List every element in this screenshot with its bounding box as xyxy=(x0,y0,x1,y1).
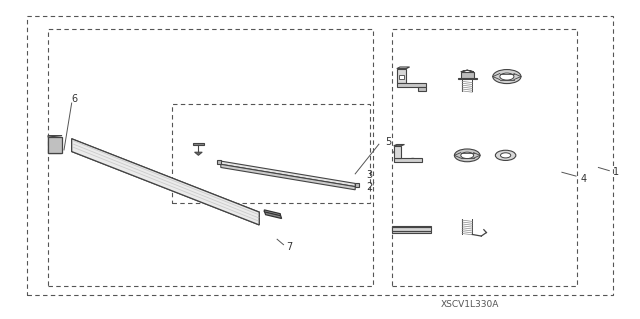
Polygon shape xyxy=(221,161,355,187)
Circle shape xyxy=(410,158,416,161)
Bar xyxy=(392,29,577,286)
Text: 6: 6 xyxy=(72,94,78,104)
Polygon shape xyxy=(264,210,280,216)
Circle shape xyxy=(419,227,426,231)
Polygon shape xyxy=(193,143,204,145)
Text: XSCV1L330A: XSCV1L330A xyxy=(441,300,500,309)
Polygon shape xyxy=(217,160,221,164)
Text: 7: 7 xyxy=(286,242,292,252)
Text: 5: 5 xyxy=(385,137,392,147)
Polygon shape xyxy=(394,145,404,146)
Polygon shape xyxy=(397,69,406,83)
Polygon shape xyxy=(461,72,474,78)
Text: 4: 4 xyxy=(580,174,587,184)
Polygon shape xyxy=(48,136,62,137)
Polygon shape xyxy=(458,78,477,79)
Text: 1: 1 xyxy=(613,167,620,177)
Polygon shape xyxy=(48,137,61,153)
Polygon shape xyxy=(461,70,474,72)
Circle shape xyxy=(500,153,511,158)
Circle shape xyxy=(461,152,474,159)
Polygon shape xyxy=(392,226,431,227)
Polygon shape xyxy=(418,87,426,91)
Circle shape xyxy=(394,150,401,154)
Circle shape xyxy=(493,70,521,84)
Polygon shape xyxy=(397,67,410,69)
Polygon shape xyxy=(355,183,359,187)
Polygon shape xyxy=(399,75,404,79)
Circle shape xyxy=(495,150,516,160)
Polygon shape xyxy=(394,146,401,158)
Text: 2: 2 xyxy=(366,182,372,192)
Polygon shape xyxy=(392,227,431,231)
Bar xyxy=(172,104,370,203)
Polygon shape xyxy=(72,145,259,225)
Polygon shape xyxy=(72,139,259,225)
Polygon shape xyxy=(72,139,259,217)
Polygon shape xyxy=(195,152,202,155)
Bar xyxy=(27,16,613,295)
Bar xyxy=(48,29,373,286)
Circle shape xyxy=(397,227,404,231)
Text: 3: 3 xyxy=(366,170,372,181)
Circle shape xyxy=(500,73,514,80)
Polygon shape xyxy=(221,164,355,190)
Circle shape xyxy=(408,227,415,231)
Circle shape xyxy=(454,149,480,162)
Polygon shape xyxy=(48,137,62,153)
Polygon shape xyxy=(392,231,431,233)
Polygon shape xyxy=(394,158,422,162)
Polygon shape xyxy=(397,83,426,87)
Polygon shape xyxy=(264,211,282,219)
